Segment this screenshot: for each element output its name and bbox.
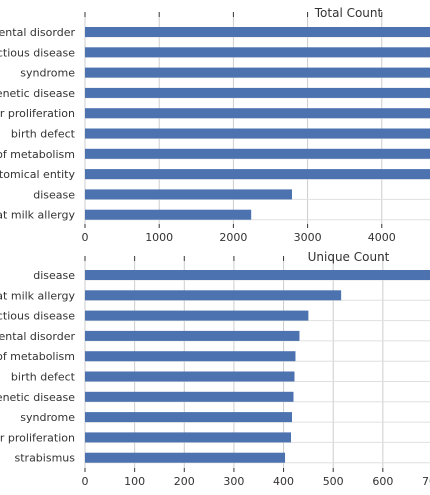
x-tick-label: 100 (124, 475, 145, 488)
x-tick-label: 200 (174, 475, 195, 488)
bar (85, 391, 294, 402)
x-tick-label: 600 (372, 475, 393, 488)
category-label: wheat milk allergy (0, 289, 75, 302)
category-label: wheat milk allergy (0, 209, 75, 222)
category-label: mental disorder (0, 330, 75, 343)
bar (85, 87, 430, 98)
x-tick-label: 300 (223, 475, 244, 488)
bar (85, 330, 300, 341)
category-label: syndrome (20, 67, 75, 80)
category-label: strabismus (15, 452, 76, 465)
bar (85, 310, 309, 321)
chart-panel-2: 0 100 200 300 400 500 600 700 disease wheat milk … (0, 250, 430, 488)
category-label: infectious disease (0, 46, 75, 59)
category-label: mental disorder (0, 26, 75, 39)
x-tick-label: 400 (273, 475, 294, 488)
category-label: infectious disease (0, 310, 75, 323)
bar (85, 412, 292, 423)
bar (85, 351, 296, 362)
x-tick-label: 4000 (368, 231, 396, 244)
x-tick-label: 3000 (294, 231, 322, 244)
category-label: birth defect (11, 128, 76, 141)
x-tick-label: 1000 (145, 231, 173, 244)
x-tick-label: 500 (323, 475, 344, 488)
category-label: genetic disease (0, 87, 75, 100)
category-label: genetic disease (0, 391, 75, 404)
bar (85, 371, 295, 382)
category-label: anatomical entity (0, 168, 75, 181)
x-tick-label: 2000 (219, 231, 247, 244)
x-tick-label: 0 (82, 231, 89, 244)
bar-group (85, 27, 430, 220)
bar (85, 432, 292, 443)
category-label: disease (33, 269, 75, 282)
category-label: disease of cellular proliferation (0, 431, 75, 444)
x-tick-label: 0 (82, 475, 89, 488)
bar-group (85, 270, 430, 463)
chart-title: Total Count (314, 6, 383, 20)
chart-title: Unique Count (308, 250, 390, 264)
category-label: disease (33, 188, 75, 201)
bar (85, 452, 286, 463)
bar (85, 169, 430, 180)
bar (85, 209, 252, 220)
category-label: birth defect (11, 371, 76, 384)
bar (85, 47, 430, 58)
bar (85, 67, 430, 78)
bar (85, 148, 430, 159)
bar (85, 108, 430, 119)
bar (85, 27, 430, 37)
chart-panel-1: 0 1000 2000 3000 4000 mental disorder infectio… (0, 6, 430, 244)
category-label: inborn error of metabolism (0, 350, 75, 363)
x-tick-label: 700 (422, 475, 430, 488)
bar (85, 270, 430, 280)
category-label: syndrome (20, 411, 75, 424)
category-label: inborn error of metabolism (0, 148, 75, 161)
bar (85, 290, 342, 301)
bar (85, 189, 292, 200)
category-label: disease of cellular proliferation (0, 107, 75, 120)
bar (85, 128, 430, 139)
